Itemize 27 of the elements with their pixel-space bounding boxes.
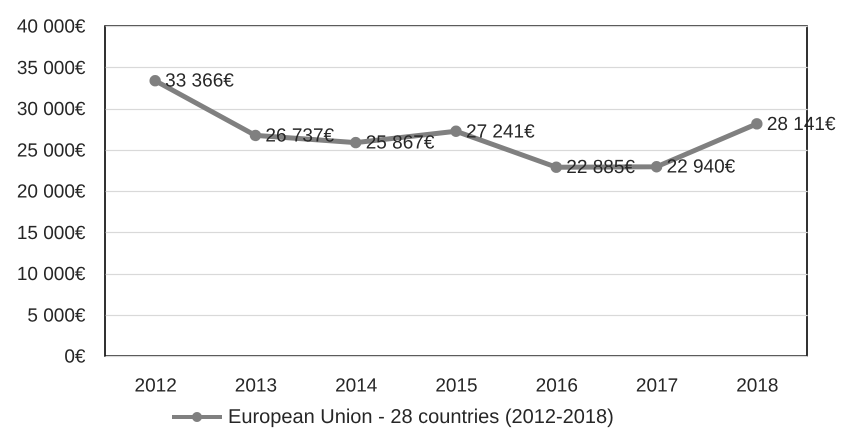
point: [650, 161, 662, 172]
y-tick-label: 40 000€: [16, 16, 86, 38]
y-tick-label: 20 000€: [16, 182, 86, 202]
y-tick-label: 30 000€: [16, 99, 86, 120]
y-tick-label: 0€: [64, 346, 86, 368]
point: [149, 75, 161, 86]
x-tick-label: 2012: [134, 376, 177, 396]
y-tick-label: 25 000€: [16, 140, 86, 162]
x-tick-label: 2015: [435, 376, 478, 396]
point: [751, 118, 763, 130]
point: [250, 130, 262, 142]
y-tick-label: 15 000€: [16, 222, 86, 244]
y-tick-label: 35 000€: [16, 58, 86, 79]
data-label: 22 940€: [666, 156, 736, 178]
point: [550, 162, 562, 173]
legend-label: European Union - 28 countries (2012-2018): [228, 406, 614, 428]
point: [350, 136, 362, 148]
point: [450, 126, 462, 137]
x-tick-label: 2016: [536, 376, 578, 396]
x-tick-label: 2014: [335, 376, 378, 396]
x-tick-label: 2013: [234, 376, 278, 396]
data-label: 33 366€: [165, 70, 234, 92]
x-tick-label: 2018: [736, 376, 778, 396]
data-label: 27 241€: [466, 121, 536, 142]
y-tick-label: 5 000€: [27, 305, 86, 326]
x-tick-label: 2017: [636, 376, 678, 396]
y-tick-label: 10 000€: [16, 264, 86, 285]
